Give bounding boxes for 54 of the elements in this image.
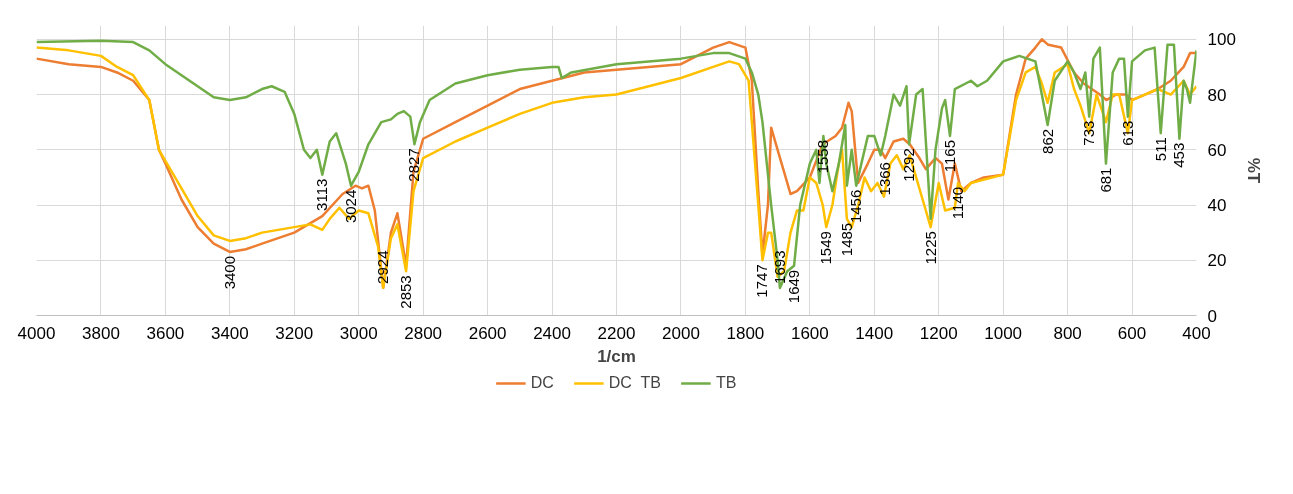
annotation: 1485 <box>837 222 855 257</box>
annotation: 1558 <box>814 139 832 174</box>
x-tick-label: 3800 <box>82 323 120 343</box>
annotation: 2853 <box>397 275 415 309</box>
x-tick-label: 2600 <box>468 323 507 343</box>
annotation: 1140 <box>949 186 967 220</box>
x-tick-label: 2000 <box>662 323 700 343</box>
annotation: 681 <box>1096 167 1114 193</box>
y-tick-label: 60 <box>1207 140 1227 160</box>
annotation: 3024 <box>341 189 359 224</box>
legend-label: DC <box>530 374 554 392</box>
x-tick-label: 1000 <box>984 323 1023 343</box>
legend-label: DC TB <box>608 374 661 392</box>
x-tick-label: 3000 <box>339 323 378 343</box>
y-tick-label: 0 <box>1207 306 1217 326</box>
y-tick-label: 40 <box>1207 196 1227 216</box>
annotation: 862 <box>1038 128 1056 154</box>
annotation: 2924 <box>374 250 392 284</box>
x-tick-label: 1400 <box>855 323 894 343</box>
annotation: 1549 <box>817 231 835 265</box>
annotation: 1747 <box>753 264 771 298</box>
x-tick-label: 3600 <box>146 323 185 343</box>
x-tick-label: 2400 <box>533 323 571 343</box>
y-axis-title: %T <box>1243 157 1263 184</box>
annotation: 2827 <box>405 148 423 182</box>
x-tick-label: 3200 <box>275 323 314 343</box>
x-tick-label: 2800 <box>404 323 443 343</box>
annotation: 3400 <box>220 255 238 290</box>
y-tick-label: 100 <box>1207 30 1236 50</box>
x-tick-label: 3400 <box>210 323 249 343</box>
x-tick-label: 2200 <box>597 323 636 343</box>
x-tick-label: 1600 <box>790 323 829 343</box>
annotation: 1693 <box>770 250 788 284</box>
x-tick-label: 1200 <box>919 323 958 343</box>
annotation: 1165 <box>941 139 958 173</box>
y-tick-label: 20 <box>1207 251 1227 271</box>
annotation: 453 <box>1170 142 1188 168</box>
annotation: 613 <box>1118 120 1136 146</box>
annotation: 1292 <box>900 148 918 182</box>
annotation: 511 <box>1151 137 1169 162</box>
annotation: 733 <box>1080 120 1098 146</box>
x-tick-label: 800 <box>1053 323 1082 343</box>
annotation: 1456 <box>847 189 865 224</box>
annotation: 3113 <box>313 178 331 211</box>
x-tick-label: 1800 <box>726 323 765 343</box>
x-axis-title: 1/cm <box>597 346 636 366</box>
x-tick-label: 600 <box>1117 323 1147 343</box>
annotation: 1225 <box>921 231 939 265</box>
annotation: 1366 <box>876 162 894 196</box>
x-tick-label: 400 <box>1182 323 1211 343</box>
annotation: 1649 <box>785 269 803 304</box>
x-tick-label: 4000 <box>17 323 56 343</box>
y-tick-label: 80 <box>1207 85 1227 105</box>
legend-label: TB <box>715 374 737 392</box>
